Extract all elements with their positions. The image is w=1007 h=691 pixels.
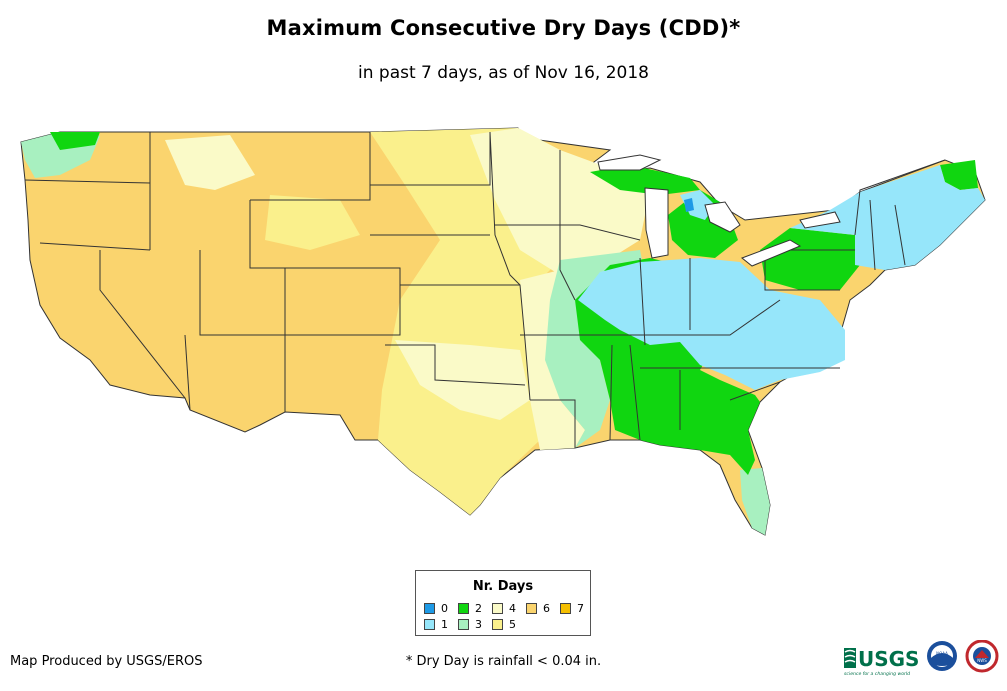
svg-text:USGS: USGS <box>858 647 919 671</box>
map-credit: Map Produced by USGS/EROS <box>10 654 203 669</box>
region-northeast-1day <box>790 165 985 270</box>
dry-day-footnote: * Dry Day is rainfall < 0.04 in. <box>405 654 602 669</box>
legend-item-5: 5 <box>492 619 516 631</box>
legend-item-2: 2 <box>458 603 482 615</box>
region-upperpeninsula-2days <box>590 165 700 195</box>
region-michigan-1day <box>680 190 715 220</box>
legend-swatch-0 <box>424 603 435 614</box>
legend-item-7: 7 <box>560 603 584 615</box>
state-borders <box>24 131 946 448</box>
legend-swatch-2 <box>458 603 469 614</box>
legend: Nr. Days 0 1 2 3 4 5 6 7 <box>415 570 591 636</box>
svg-text:NWS: NWS <box>977 658 987 663</box>
svg-text:science for a changing world: science for a changing world <box>844 671 910 677</box>
legend-swatch-6 <box>526 603 537 614</box>
map-subtitle: in past 7 days, as of Nov 16, 2018 <box>358 63 649 83</box>
region-washington-2days <box>50 132 100 150</box>
legend-item-1: 1 <box>424 619 448 631</box>
nws-logo: NWS <box>965 640 999 673</box>
legend-swatch-3 <box>458 619 469 630</box>
legend-swatch-4 <box>492 603 503 614</box>
region-patch-4days <box>265 195 360 250</box>
great-lakes <box>597 154 841 267</box>
legend-swatch-7 <box>560 603 571 614</box>
legend-item-0: 0 <box>424 603 448 615</box>
legend-item-3: 3 <box>458 619 482 631</box>
legend-title: Nr. Days <box>472 579 534 594</box>
legend-item-6: 6 <box>526 603 550 615</box>
legend-item-4: 4 <box>492 603 516 615</box>
agency-logos: USGS science for a changing world NOAA N… <box>844 640 999 677</box>
usgs-logo: USGS science for a changing world <box>844 647 919 677</box>
region-maine-2days <box>940 160 978 190</box>
svg-text:NOAA: NOAA <box>936 651 948 656</box>
region-ohiovalley-1day <box>578 258 845 390</box>
region-0days-speck <box>684 198 694 212</box>
region-mountains-4days <box>165 135 255 190</box>
legend-swatch-5 <box>492 619 503 630</box>
us-cdd-map <box>20 127 986 536</box>
map-title: Maximum Consecutive Dry Days (CDD)* <box>266 16 741 40</box>
region-florida-3days <box>740 468 770 535</box>
legend-swatch-1 <box>424 619 435 630</box>
noaa-logo: NOAA <box>927 641 957 671</box>
region-southplains-4days <box>395 340 530 420</box>
